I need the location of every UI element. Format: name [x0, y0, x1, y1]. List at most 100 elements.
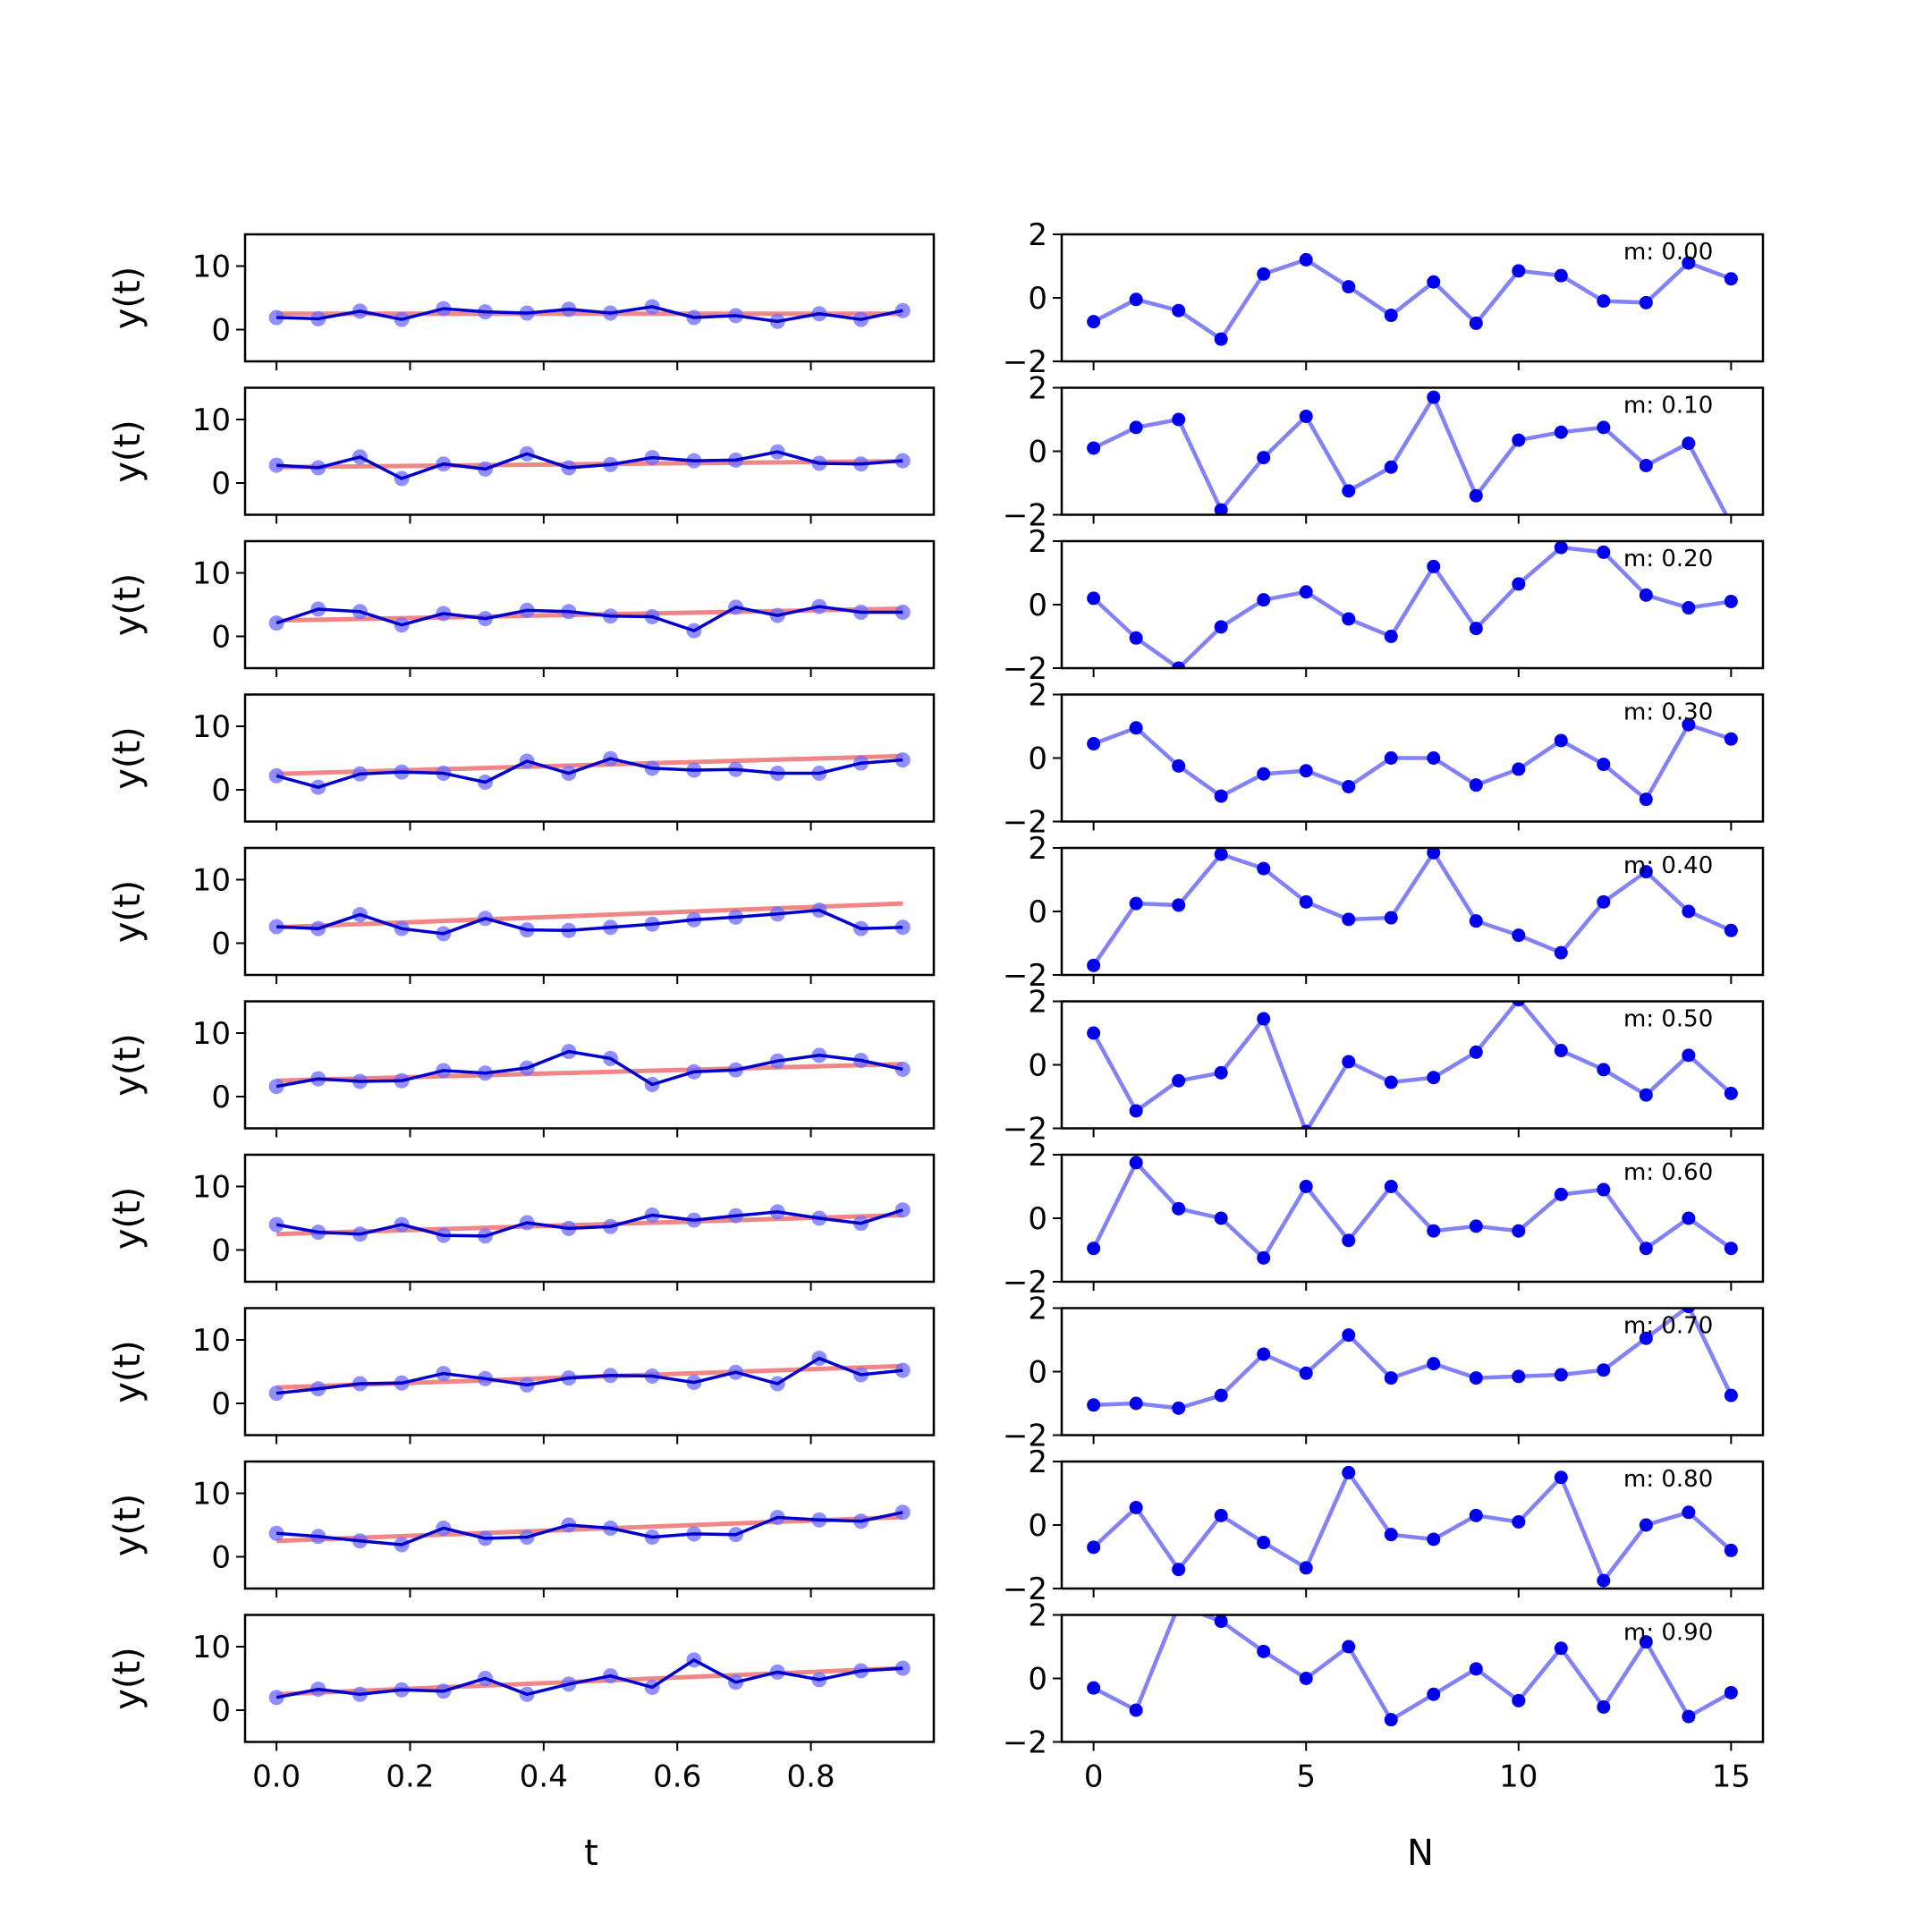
residual-point — [1469, 1045, 1483, 1059]
residual-line — [1093, 1308, 1733, 1411]
x-tick-label: 0.0 — [252, 1759, 301, 1795]
data-line — [275, 1356, 903, 1395]
residual-point — [1469, 1662, 1483, 1676]
y-tick-label: 10 — [192, 1170, 231, 1206]
residual-point — [1299, 894, 1313, 909]
x-tick-label: 0 — [1084, 1759, 1104, 1795]
residual-point — [1214, 1508, 1228, 1522]
left-y-axis-label: y(t) — [107, 1340, 148, 1403]
residual-point — [1087, 737, 1101, 751]
residual-point — [1342, 1233, 1356, 1248]
slope-annotation: m: 0.40 — [1623, 852, 1713, 879]
residual-point — [1639, 1241, 1653, 1256]
left-y-axis-label: y(t) — [107, 1033, 148, 1097]
residual-point — [1682, 717, 1696, 732]
residual-point — [1427, 390, 1441, 404]
y-tick-label: 0 — [211, 313, 231, 349]
residual-point — [1087, 441, 1101, 455]
residual-point — [1172, 303, 1186, 318]
residual-point — [1129, 420, 1143, 435]
left-subplot-0: 0 10 y(t) — [107, 233, 936, 370]
residual-point — [1427, 1357, 1441, 1371]
residual-point — [1427, 751, 1441, 765]
y-tick-label: 0 — [1028, 894, 1047, 930]
residual-point — [1597, 420, 1611, 435]
residual-point — [1384, 1528, 1398, 1542]
data-line — [276, 305, 903, 324]
y-tick-label: 0 — [1028, 1355, 1047, 1391]
residual-point — [1597, 1699, 1611, 1714]
residual-point — [1724, 594, 1738, 608]
data-line — [275, 605, 903, 633]
residual-point — [1257, 1012, 1271, 1026]
y-tick-label: 2 — [1028, 524, 1047, 560]
residual-point — [1639, 1088, 1653, 1102]
residual-point — [1469, 316, 1483, 330]
residual-point — [1129, 1703, 1143, 1717]
x-tick-label: 0.2 — [386, 1759, 434, 1795]
residual-point — [1129, 1104, 1143, 1118]
y-tick-label: 0 — [211, 773, 231, 809]
residual-point — [1087, 1241, 1101, 1256]
residual-point — [1554, 1641, 1568, 1656]
y-tick-label: 0 — [211, 1386, 231, 1422]
left-subplot-1: 0 10 y(t) — [107, 386, 936, 524]
residual-point — [1682, 1709, 1696, 1724]
y-tick-label: 10 — [192, 1016, 231, 1052]
residual-line — [1091, 849, 1733, 967]
residual-point — [1342, 1328, 1356, 1343]
left-subplot-6: 0 10 y(t) — [107, 1153, 936, 1291]
trend-line — [276, 1062, 903, 1083]
residual-point — [1597, 1063, 1611, 1077]
residual-point — [1512, 1693, 1526, 1707]
residual-line — [1092, 1614, 1733, 1723]
right-plot-area — [1087, 1308, 1738, 1415]
data-line — [276, 908, 903, 936]
residual-point — [1129, 292, 1143, 307]
right-subplot-2: −2 0 2 m: 0.20 — [1003, 524, 1765, 687]
residual-point — [1257, 1644, 1271, 1658]
residual-point — [1384, 630, 1398, 643]
residual-point — [1512, 1369, 1526, 1384]
residual-point — [1129, 1396, 1143, 1411]
data-line — [275, 1657, 903, 1699]
residual-point — [1512, 928, 1526, 943]
right-plot-area — [1087, 390, 1729, 515]
y-tick-label: −2 — [1003, 958, 1047, 994]
residual-point — [1384, 1713, 1398, 1727]
right-subplot-0: −2 0 2 m: 0.00 — [1003, 217, 1765, 380]
left-subplot-8: 0 10 y(t) — [107, 1460, 936, 1597]
y-tick-label: 0 — [1028, 1201, 1047, 1237]
y-tick-label: 0 — [211, 927, 231, 962]
y-tick-label: 2 — [1028, 1445, 1047, 1480]
residual-point — [1597, 1363, 1611, 1377]
x-tick-label: 15 — [1712, 1759, 1750, 1795]
left-axes-frame — [243, 386, 936, 516]
residual-point — [1129, 896, 1143, 911]
residual-point — [1172, 412, 1186, 427]
residual-point — [1554, 541, 1568, 555]
residual-line — [1092, 257, 1733, 343]
residual-point — [1682, 256, 1696, 270]
residual-point — [1427, 1687, 1441, 1701]
right-subplot-1: −2 0 2 m: 0.10 — [1003, 371, 1765, 534]
residual-line — [1092, 393, 1729, 515]
residual-point — [1342, 612, 1356, 626]
left-subplot-7: 0 10 y(t) — [107, 1307, 936, 1445]
residual-point — [1639, 792, 1653, 807]
y-tick-label: 0 — [1028, 1048, 1047, 1084]
residual-point — [1469, 778, 1483, 792]
y-tick-label: 2 — [1028, 831, 1047, 867]
residual-point — [1554, 425, 1568, 439]
residual-point — [1512, 762, 1526, 776]
right-subplot-4: −2 0 2 m: 0.40 — [1003, 831, 1765, 994]
y-tick-label: −2 — [1003, 651, 1047, 687]
residual-point — [1172, 1073, 1186, 1088]
left-axes-frame — [243, 1000, 936, 1130]
x-tick-label: 10 — [1499, 1759, 1538, 1795]
y-tick-label: 0 — [211, 1080, 231, 1115]
data-line — [275, 757, 903, 790]
y-tick-label: 2 — [1028, 1138, 1047, 1174]
left-y-axis-label: y(t) — [107, 419, 148, 483]
